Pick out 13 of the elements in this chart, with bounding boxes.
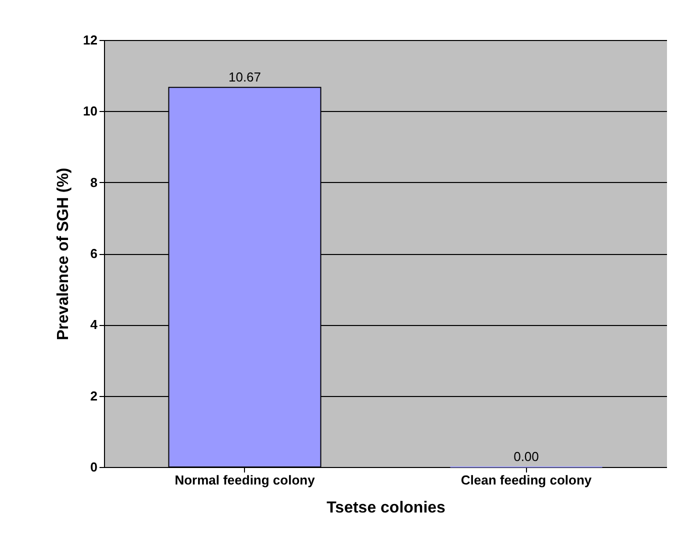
y-tick-label: 4 xyxy=(90,317,98,332)
data-label: 0.00 xyxy=(514,449,539,464)
y-tick-label: 2 xyxy=(90,388,98,404)
y-tick-label: 6 xyxy=(90,246,98,261)
y-tick-label: 12 xyxy=(83,32,98,48)
y-tick-label: 0 xyxy=(90,460,98,474)
x-tick-label: Clean feeding colony xyxy=(460,472,592,488)
y-tick-label: 8 xyxy=(90,174,98,190)
x-tick-label: Normal feeding colony xyxy=(174,472,316,488)
x-axis-title: Tsetse colonies xyxy=(326,500,446,516)
y-axis-title: Prevalence of SGH (%) xyxy=(55,168,72,340)
y-tick-label: 10 xyxy=(83,104,98,119)
data-label: 10.67 xyxy=(228,69,262,84)
